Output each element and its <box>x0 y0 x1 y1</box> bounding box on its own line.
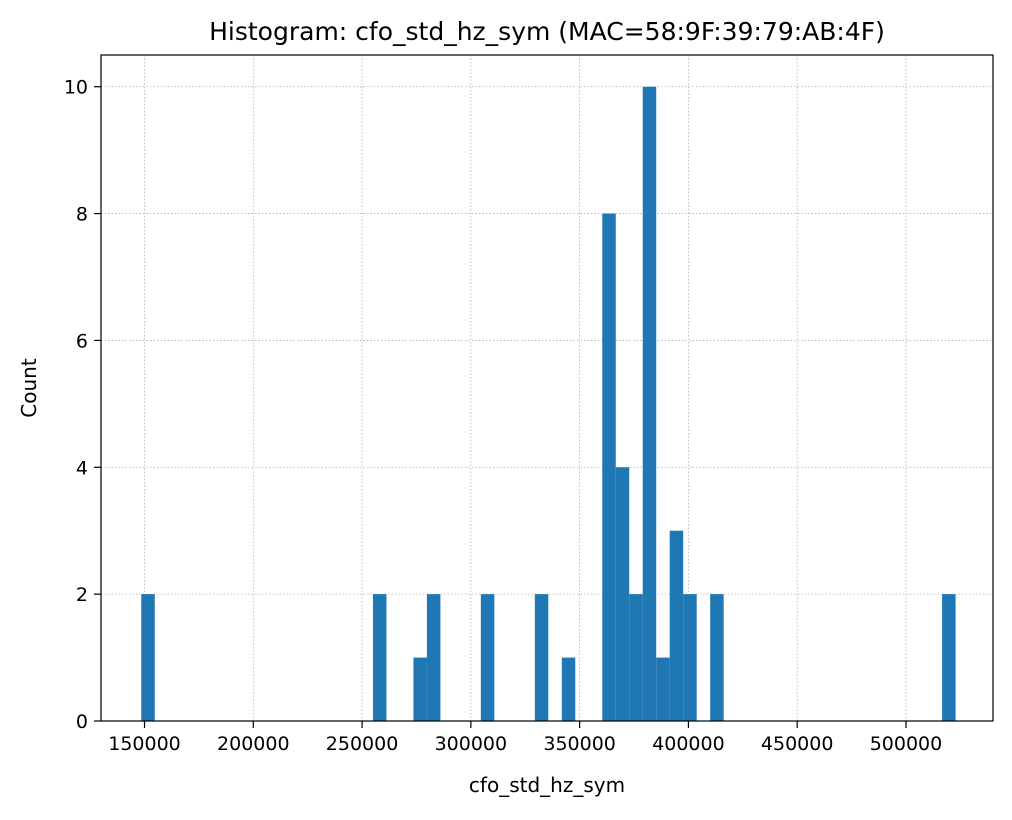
histogram-bar <box>642 86 657 721</box>
chart-title: Histogram: cfo_std_hz_sym (MAC=58:9F:39:… <box>209 17 885 46</box>
y-tick-label: 8 <box>76 204 88 226</box>
histogram-bar <box>561 657 576 721</box>
histogram-bar <box>141 594 155 721</box>
histogram-bar <box>629 594 643 721</box>
x-tick-label: 500000 <box>870 733 943 755</box>
y-tick-label: 0 <box>76 711 88 733</box>
y-tick-label: 4 <box>76 457 88 479</box>
histogram-bar <box>942 594 956 721</box>
plot-frame <box>100 54 994 722</box>
bar-layer <box>141 86 956 722</box>
x-tick-label: 300000 <box>435 733 508 755</box>
histogram-bar <box>656 657 670 721</box>
x-tick-label: 250000 <box>326 733 399 755</box>
histogram-bar <box>413 657 427 721</box>
y-tick-label: 2 <box>76 584 88 606</box>
histogram-bar <box>683 594 697 721</box>
x-tick-label: 150000 <box>108 733 181 755</box>
x-axis-label: cfo_std_hz_sym <box>469 773 625 797</box>
histogram-bar <box>669 530 684 721</box>
x-tick-label: 350000 <box>543 733 616 755</box>
y-tick-label: 10 <box>64 77 88 99</box>
x-tick-label: 400000 <box>652 733 725 755</box>
histogram-bar <box>710 594 724 721</box>
x-tick-label: 200000 <box>217 733 290 755</box>
histogram-bar <box>372 594 387 721</box>
histogram-bar <box>615 467 630 721</box>
histogram-bar <box>480 594 495 721</box>
histogram-bar <box>602 213 616 722</box>
y-axis-label: Count <box>17 358 41 418</box>
tick-layer: 150000 200000 250000 300000 350000 400000 4500… <box>64 77 942 755</box>
x-tick-label: 450000 <box>761 733 834 755</box>
y-tick-label: 6 <box>76 330 88 352</box>
histogram-bar <box>534 594 549 721</box>
histogram-bar <box>426 594 441 721</box>
